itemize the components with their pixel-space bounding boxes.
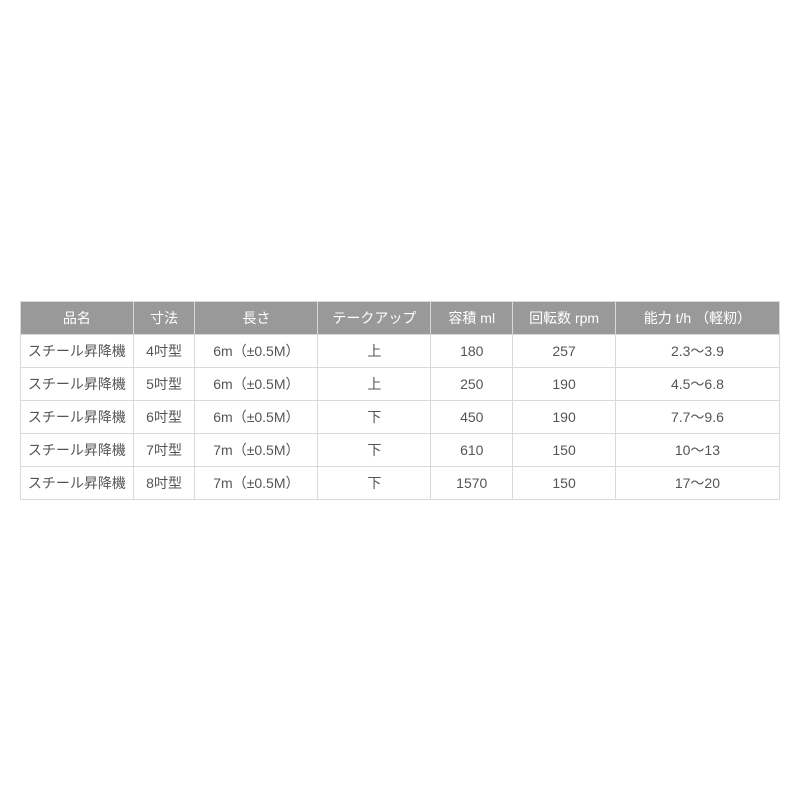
table-row: スチール昇降機 6吋型 6m（±0.5M） 下 450 190 7.7～9.6 bbox=[21, 400, 780, 433]
col-header: 能力 t/h （軽籾） bbox=[615, 301, 779, 334]
cell: 2.3～3.9 bbox=[615, 334, 779, 367]
cell: 257 bbox=[513, 334, 616, 367]
cell: 150 bbox=[513, 466, 616, 499]
cell: 1570 bbox=[431, 466, 513, 499]
cell: 150 bbox=[513, 433, 616, 466]
cell: 6m（±0.5M） bbox=[195, 400, 318, 433]
cell: スチール昇降機 bbox=[21, 400, 134, 433]
cell: スチール昇降機 bbox=[21, 334, 134, 367]
col-header: 長さ bbox=[195, 301, 318, 334]
col-header: 品名 bbox=[21, 301, 134, 334]
table-header-row: 品名 寸法 長さ テークアップ 容積 ml 回転数 rpm 能力 t/h （軽籾… bbox=[21, 301, 780, 334]
cell: スチール昇降機 bbox=[21, 466, 134, 499]
cell: スチール昇降機 bbox=[21, 367, 134, 400]
cell: 下 bbox=[318, 466, 431, 499]
page: 品名 寸法 長さ テークアップ 容積 ml 回転数 rpm 能力 t/h （軽籾… bbox=[0, 0, 800, 800]
cell: 17～20 bbox=[615, 466, 779, 499]
cell: 下 bbox=[318, 433, 431, 466]
cell: 4吋型 bbox=[133, 334, 195, 367]
cell: 8吋型 bbox=[133, 466, 195, 499]
cell: 6m（±0.5M） bbox=[195, 367, 318, 400]
col-header: 容積 ml bbox=[431, 301, 513, 334]
cell: 5吋型 bbox=[133, 367, 195, 400]
cell: 7.7～9.6 bbox=[615, 400, 779, 433]
cell: 7m（±0.5M） bbox=[195, 433, 318, 466]
cell: 6m（±0.5M） bbox=[195, 334, 318, 367]
cell: 450 bbox=[431, 400, 513, 433]
table-row: スチール昇降機 4吋型 6m（±0.5M） 上 180 257 2.3～3.9 bbox=[21, 334, 780, 367]
cell: 250 bbox=[431, 367, 513, 400]
col-header: 回転数 rpm bbox=[513, 301, 616, 334]
cell: 10～13 bbox=[615, 433, 779, 466]
cell: 6吋型 bbox=[133, 400, 195, 433]
cell: 下 bbox=[318, 400, 431, 433]
cell: 上 bbox=[318, 334, 431, 367]
cell: スチール昇降機 bbox=[21, 433, 134, 466]
table-row: スチール昇降機 5吋型 6m（±0.5M） 上 250 190 4.5～6.8 bbox=[21, 367, 780, 400]
cell: 4.5～6.8 bbox=[615, 367, 779, 400]
table-row: スチール昇降機 8吋型 7m（±0.5M） 下 1570 150 17～20 bbox=[21, 466, 780, 499]
cell: 上 bbox=[318, 367, 431, 400]
spec-table: 品名 寸法 長さ テークアップ 容積 ml 回転数 rpm 能力 t/h （軽籾… bbox=[20, 301, 780, 500]
cell: 180 bbox=[431, 334, 513, 367]
table-row: スチール昇降機 7吋型 7m（±0.5M） 下 610 150 10～13 bbox=[21, 433, 780, 466]
cell: 7吋型 bbox=[133, 433, 195, 466]
col-header: テークアップ bbox=[318, 301, 431, 334]
cell: 190 bbox=[513, 367, 616, 400]
cell: 610 bbox=[431, 433, 513, 466]
cell: 190 bbox=[513, 400, 616, 433]
col-header: 寸法 bbox=[133, 301, 195, 334]
cell: 7m（±0.5M） bbox=[195, 466, 318, 499]
